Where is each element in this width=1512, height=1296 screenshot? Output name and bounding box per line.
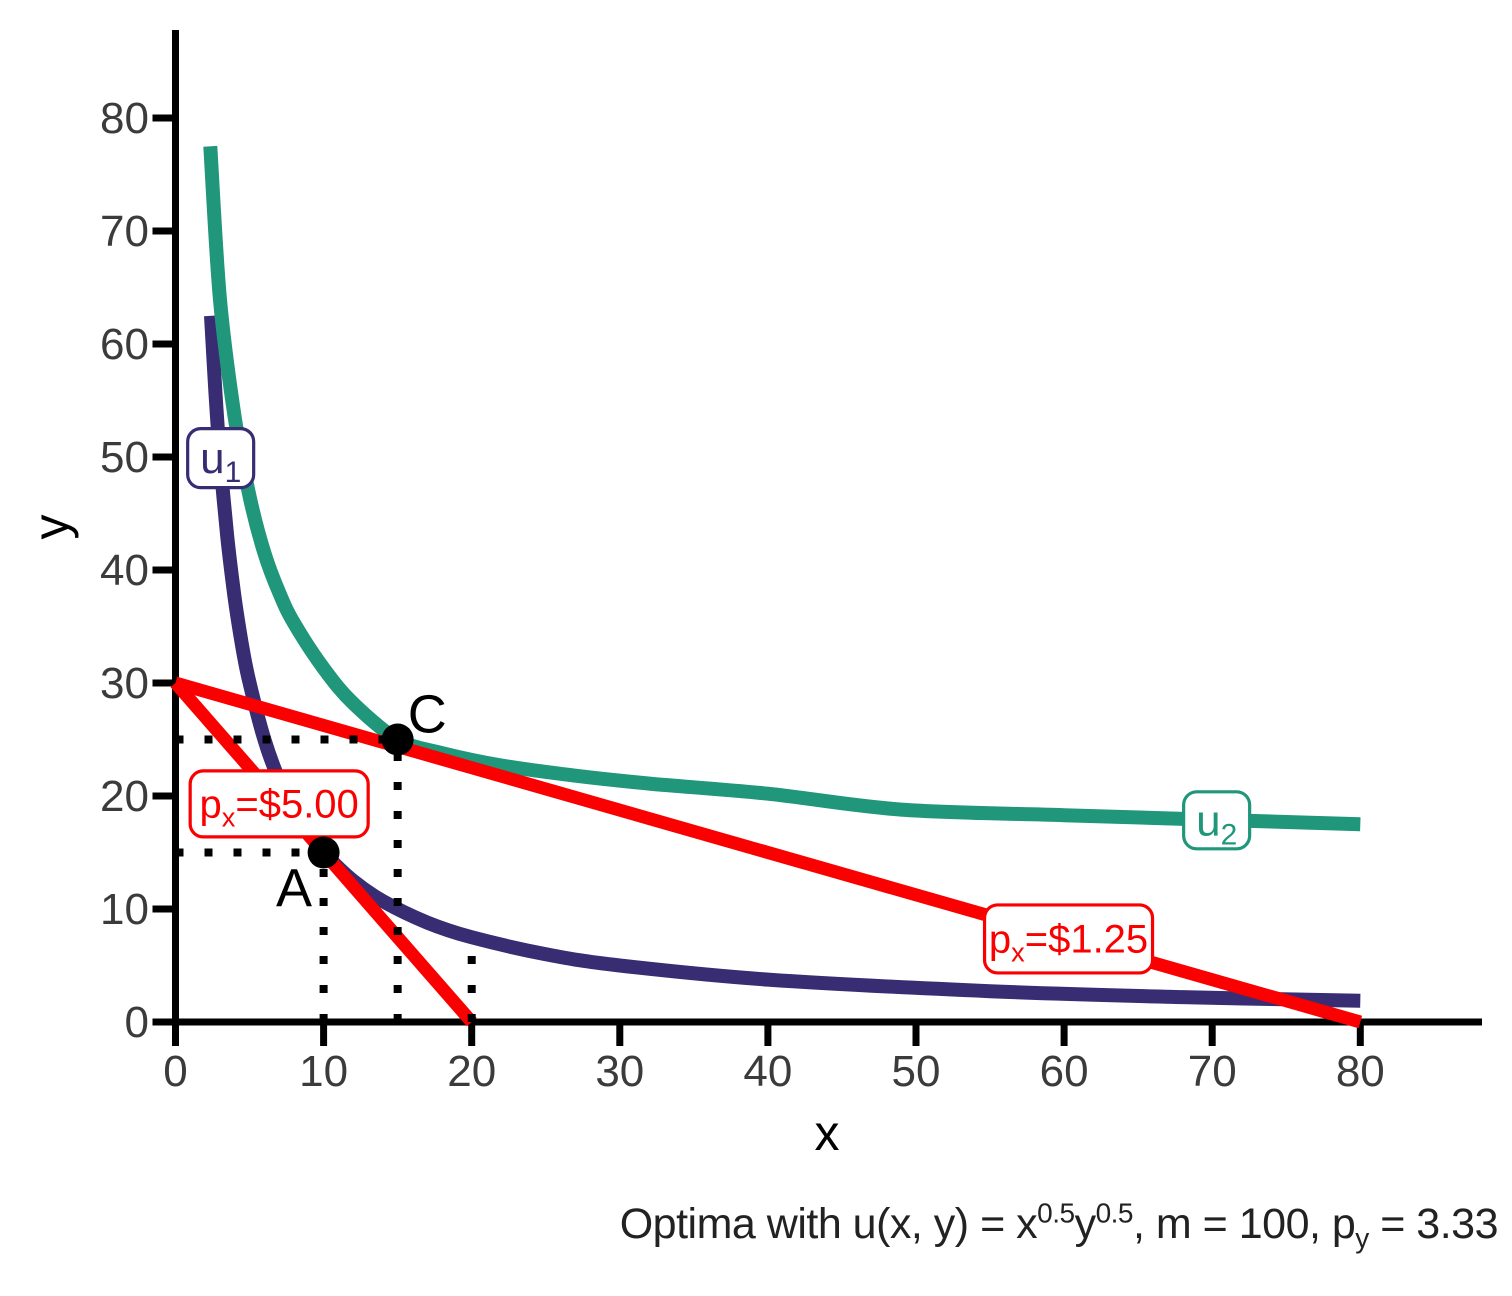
point-A-dot [307,836,340,869]
caption-superscript: 0.5 [1095,1197,1134,1229]
figure-caption: Optima with u(x, y) = x0.5y0.5, m = 100,… [619,1197,1499,1252]
y-tick-label: 60 [100,320,149,369]
x-tick-label: 10 [299,1047,348,1096]
caption-text: = 3.33 [1368,1200,1498,1248]
x-tick-label: 0 [163,1047,187,1096]
y-tick-label: 0 [125,998,149,1047]
px-125-price-label: px=$1.25 [982,903,1155,975]
u2-indifference-curve [203,145,1361,832]
y-tick-label: 70 [100,207,149,256]
px-125-price-label-box [982,903,1155,975]
px-5-price-label-box [188,769,370,839]
px-5-price-label: px=$5.00 [188,769,370,839]
x-tick-label: 60 [1040,1047,1089,1096]
x-axis-label: x [815,1105,840,1161]
u2-label-box [1182,790,1252,851]
px-125-price-label-text: px=$1.25 [989,918,1148,968]
px-5-price-label-text: px=$5.00 [200,783,359,833]
y-tick-label: 50 [100,433,149,482]
point-C-letter: C [408,685,447,745]
x-tick-label: 80 [1336,1047,1385,1096]
y-tick-label: 80 [100,94,149,143]
caption-superscript: 0.5 [1037,1197,1075,1229]
x-tick-label: 20 [447,1047,496,1096]
u1-label-text: u1 [200,434,241,489]
u1-label: u1 [186,427,256,490]
caption-subscript: y [1355,1222,1369,1254]
point-C-dot [381,723,414,756]
y-axis-label: y [23,515,79,540]
y-tick-label: 30 [100,659,149,708]
caption-text: Optima with u(x, y) = x [619,1200,1038,1248]
x-tick-label: 40 [743,1047,792,1096]
caption-text: , m = 100, p [1133,1200,1356,1248]
budget-px-125-line [173,676,1363,1029]
u2-label-text: u2 [1196,796,1237,851]
caption-text: y [1074,1200,1097,1248]
y-tick-label: 20 [100,772,149,821]
u2-label: u2 [1182,790,1252,851]
u1-label-box [186,427,256,490]
point-A-letter: A [276,859,312,919]
u1-indifference-curve [204,315,1361,1008]
y-tick-label: 10 [100,885,149,934]
x-tick-label: 30 [595,1047,644,1096]
x-tick-label: 50 [892,1047,941,1096]
y-tick-label: 40 [100,546,149,595]
x-tick-label: 70 [1188,1047,1237,1096]
